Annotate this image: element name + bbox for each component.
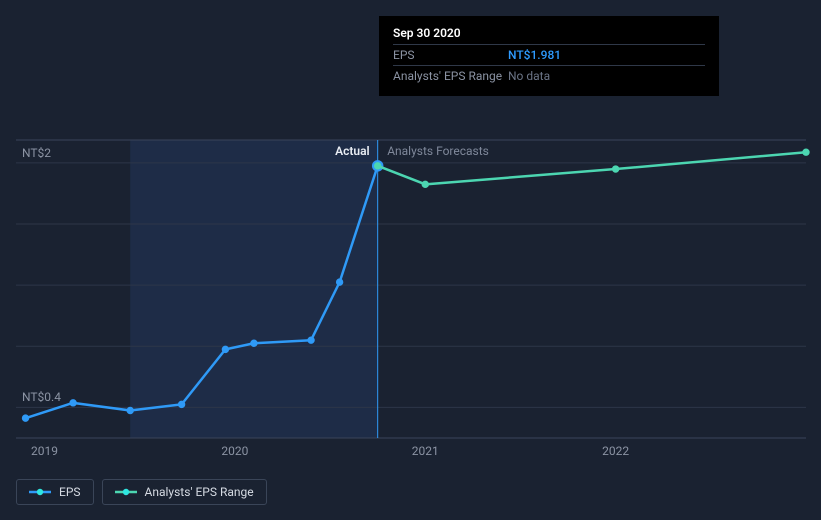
label-actual: Actual — [335, 144, 370, 158]
x-tick-label: 2021 — [412, 444, 439, 458]
chart-tooltip: Sep 30 2020 EPSNT$1.981Analysts' EPS Ran… — [379, 16, 719, 96]
y-tick-label: NT$0.4 — [22, 390, 61, 404]
x-tick-label: 2022 — [602, 444, 629, 458]
tooltip-row: Analysts' EPS RangeNo data — [393, 65, 705, 86]
tooltip-row-label: Analysts' EPS Range — [393, 69, 508, 83]
legend-label: Analysts' EPS Range — [145, 485, 254, 499]
tooltip-row-value: No data — [508, 69, 550, 83]
legend-item[interactable]: EPS — [16, 479, 94, 505]
x-tick-label: 2019 — [31, 444, 58, 458]
tooltip-row-value: NT$1.981 — [508, 48, 561, 62]
label-forecast: Analysts Forecasts — [387, 144, 489, 158]
tooltip-row: EPSNT$1.981 — [393, 44, 705, 65]
tooltip-date: Sep 30 2020 — [393, 26, 705, 40]
tooltip-row-label: EPS — [393, 48, 508, 62]
legend-label: EPS — [59, 485, 81, 499]
legend-swatch-icon — [115, 487, 137, 497]
legend-swatch-icon — [29, 487, 51, 497]
eps-chart: NT$0.4 NT$2 2019 2020 2021 2022 Actual Analys… — [0, 0, 821, 520]
legend: EPS Analysts' EPS Range — [16, 479, 267, 505]
legend-item[interactable]: Analysts' EPS Range — [102, 479, 267, 505]
x-tick-label: 2020 — [221, 444, 248, 458]
y-tick-label: NT$2 — [22, 146, 51, 160]
